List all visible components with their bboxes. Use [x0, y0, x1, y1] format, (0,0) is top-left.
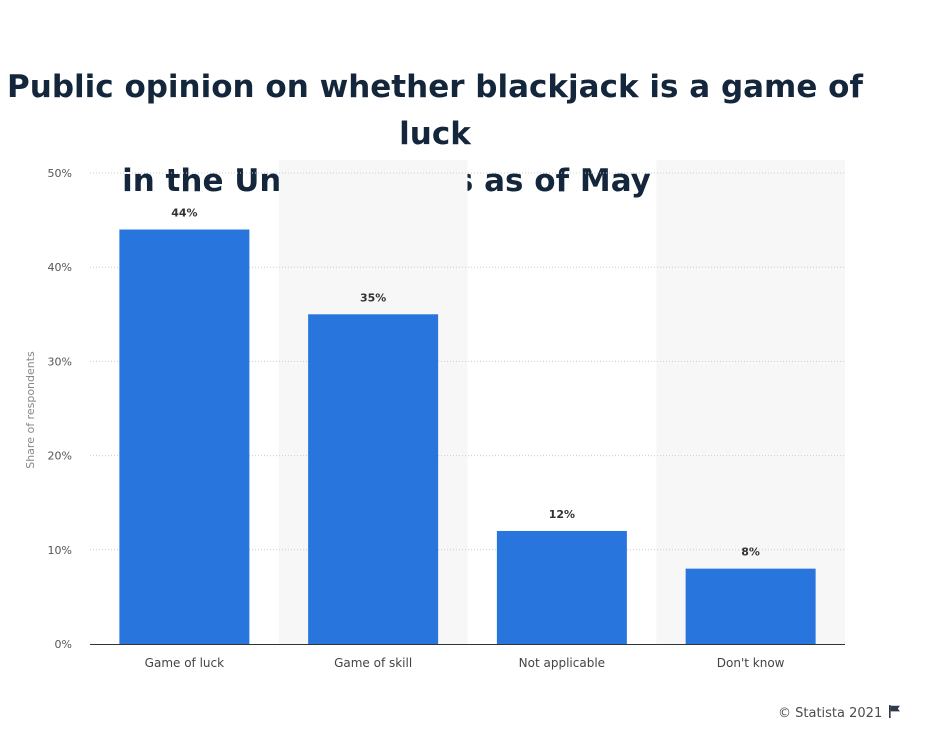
statista-footer: © Statista 2021: [778, 705, 901, 722]
y-tick-label: 40%: [48, 261, 72, 274]
x-tick-label: Don't know: [717, 656, 785, 670]
flag-icon[interactable]: [889, 705, 901, 722]
y-tick-label: 30%: [48, 355, 72, 368]
chart-title-line-1: Public opinion on whether blackjack is a…: [7, 69, 863, 152]
x-tick-label: Game of luck: [145, 656, 224, 670]
y-tick-label: 0%: [55, 638, 72, 651]
y-tick-label: 50%: [48, 167, 72, 180]
bar[interactable]: [308, 314, 439, 644]
data-label: 35%: [360, 291, 386, 304]
data-label: 12%: [549, 508, 575, 521]
background-band: [656, 160, 845, 644]
data-label: 44%: [171, 207, 197, 220]
y-axis-label: Share of respondents: [24, 351, 37, 469]
bar[interactable]: [496, 530, 627, 644]
bar[interactable]: [119, 229, 250, 644]
data-label: 8%: [741, 546, 760, 559]
y-tick-label: 10%: [48, 544, 72, 557]
x-tick-label: Not applicable: [519, 656, 605, 670]
x-tick-label: Game of skill: [334, 656, 412, 670]
y-tick-label: 20%: [48, 450, 72, 463]
bar[interactable]: [685, 568, 816, 644]
copyright-text: © Statista 2021: [778, 706, 883, 721]
chart-title: Public opinion on whether blackjack is a…: [0, 64, 870, 205]
